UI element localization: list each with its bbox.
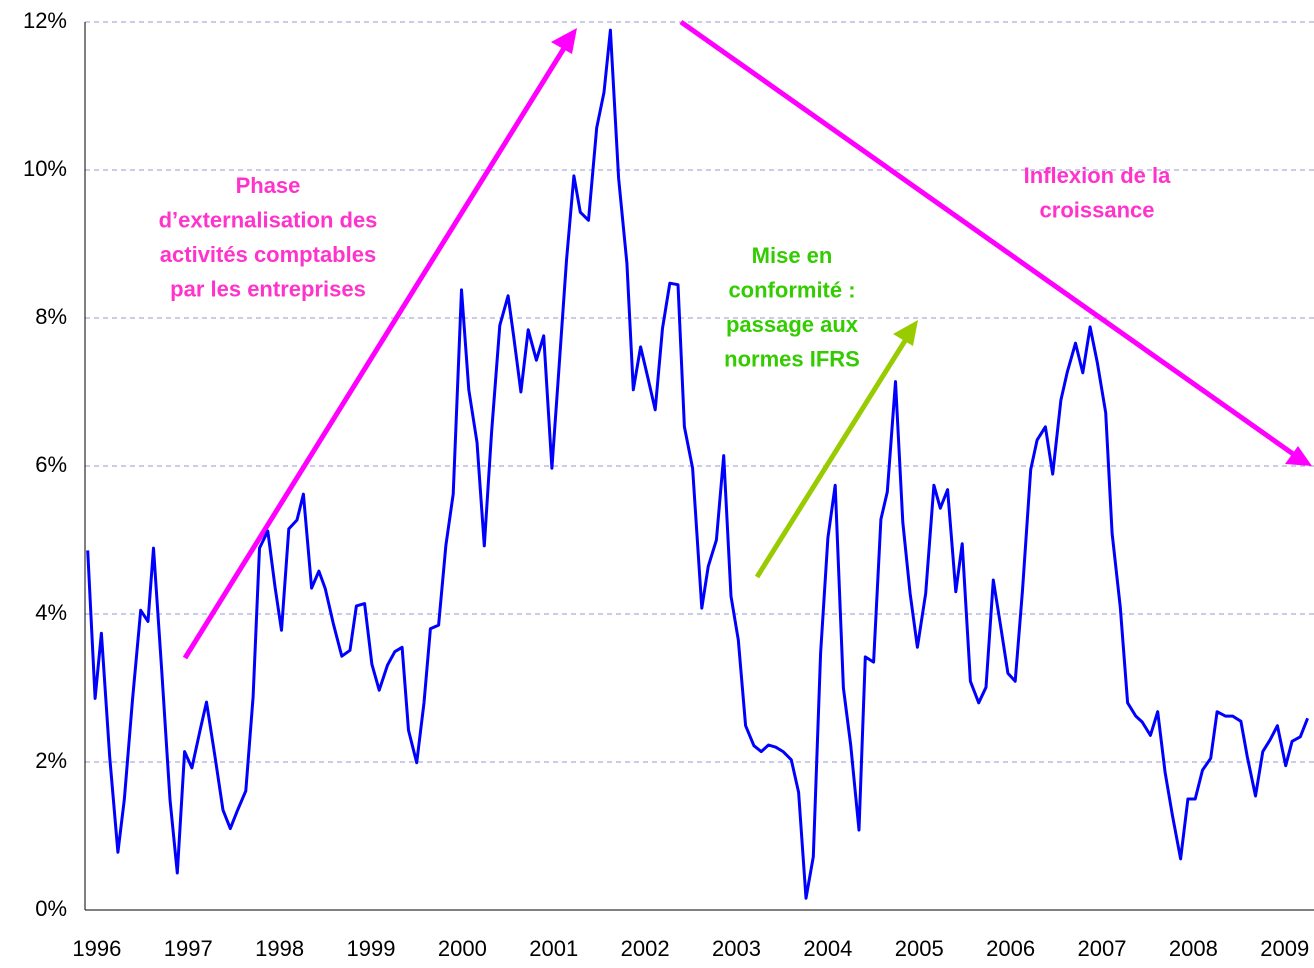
y-tick-label: 10% (23, 156, 67, 181)
x-tick-label: 2009 (1260, 936, 1309, 961)
trend-arrows (182, 19, 1312, 660)
x-tick-label: 1996 (72, 936, 121, 961)
y-tick-label: 12% (23, 8, 67, 33)
y-tick-label: 8% (35, 304, 67, 329)
annotation: Phase (236, 173, 301, 198)
arrow-head (893, 320, 918, 346)
annotation: passage aux (726, 312, 859, 337)
x-tick-label: 2006 (986, 936, 1035, 961)
x-tick-label: 2000 (438, 936, 487, 961)
x-tick-label: 2002 (621, 936, 670, 961)
annotation: d’externalisation des (159, 207, 378, 232)
x-tick-label: 1997 (164, 936, 213, 961)
x-tick-label: 2003 (712, 936, 761, 961)
annotation: croissance (1040, 197, 1155, 222)
arrow (754, 334, 911, 579)
y-tick-label: 6% (35, 452, 67, 477)
y-tick-label: 0% (35, 896, 67, 921)
arrow (182, 43, 569, 660)
arrow-head (1285, 446, 1312, 466)
x-tick-label: 2001 (529, 936, 578, 961)
x-tick-label: 2004 (803, 936, 852, 961)
x-tick-label: 1999 (347, 936, 396, 961)
annotation: Mise en (752, 243, 833, 268)
x-tick-label: 2008 (1169, 936, 1218, 961)
x-tick-label: 1998 (255, 936, 304, 961)
arrow (679, 19, 1298, 459)
annotation: conformité : (728, 277, 855, 302)
annotation: par les entreprises (170, 276, 366, 301)
grid (85, 21, 1314, 763)
data-line (86, 28, 1309, 900)
annotation: activités comptables (160, 242, 376, 267)
y-tick-label: 2% (35, 748, 67, 773)
annotation: Inflexion de la (1024, 163, 1171, 188)
x-tick-label: 2007 (1078, 936, 1127, 961)
x-tick-label: 2005 (895, 936, 944, 961)
arrow-head (551, 28, 577, 54)
annotation: normes IFRS (724, 346, 860, 371)
y-tick-label: 4% (35, 600, 67, 625)
